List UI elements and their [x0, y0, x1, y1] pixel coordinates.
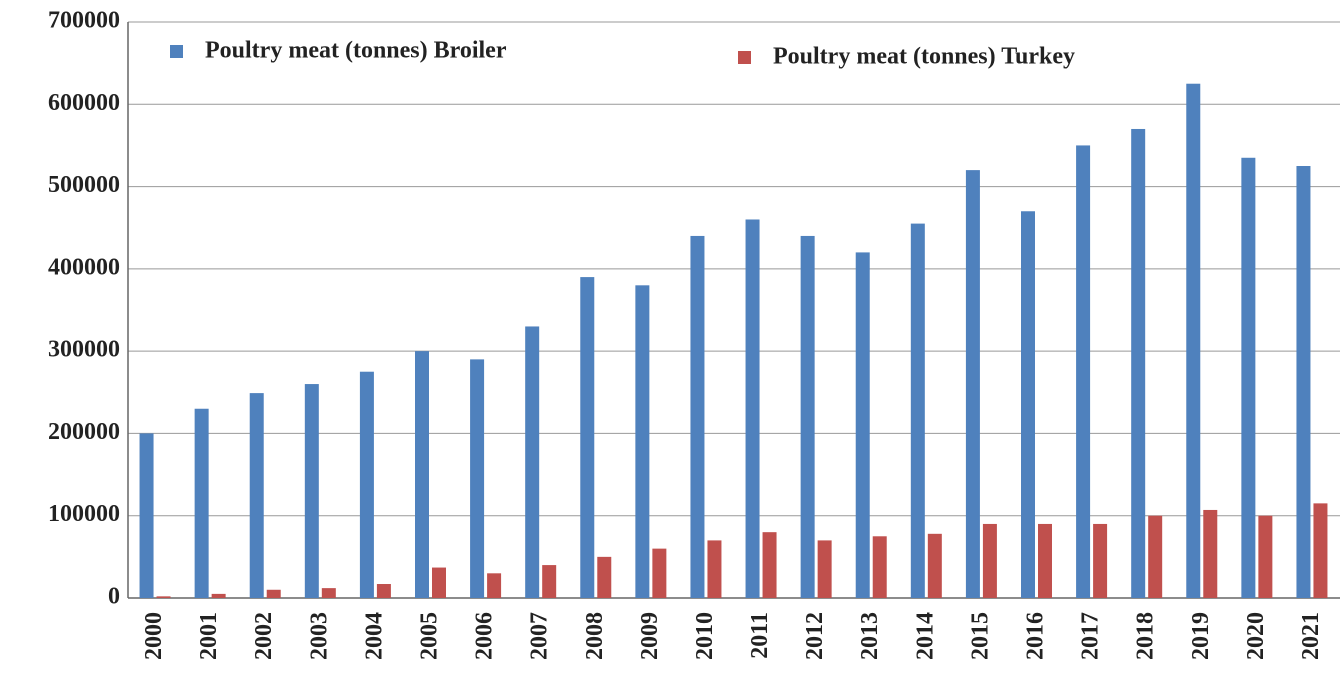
x-tick-label: 2011: [747, 612, 773, 659]
bar: [1148, 515, 1163, 598]
x-tick-label: 2017: [1078, 612, 1104, 660]
bar: [1203, 509, 1218, 598]
x-tick-label: 2012: [802, 612, 828, 660]
x-tick-label: 2001: [196, 612, 222, 660]
x-tick-label: 2008: [582, 612, 608, 660]
bar: [707, 540, 722, 598]
legend-label: Poultry meat (tonnes) Turkey: [773, 44, 1075, 70]
bar: [762, 532, 777, 598]
x-tick-label: 2010: [692, 612, 718, 660]
x-tick-label: 2004: [361, 612, 387, 660]
bar: [1258, 515, 1273, 598]
y-tick-label: 0: [108, 584, 120, 610]
bar: [982, 523, 997, 598]
x-tick-label: 2016: [1023, 612, 1049, 660]
bar: [525, 326, 540, 598]
x-tick-label: 2020: [1243, 612, 1269, 660]
bar: [965, 170, 980, 598]
y-tick-label: 300000: [48, 337, 120, 363]
bar: [487, 573, 502, 598]
x-tick-label: 2014: [912, 612, 938, 660]
bar: [855, 252, 870, 598]
bar: [1296, 166, 1311, 598]
bar: [211, 593, 226, 598]
y-tick-label: 700000: [48, 8, 120, 34]
bar: [194, 408, 209, 598]
bar: [910, 223, 925, 598]
x-tick-label: 2003: [306, 612, 332, 660]
y-tick-label: 100000: [48, 501, 120, 527]
x-tick-label: 2013: [857, 612, 883, 660]
x-tick-label: 2006: [472, 612, 498, 660]
bar: [359, 371, 374, 598]
bar: [745, 219, 760, 598]
bar: [1021, 211, 1035, 598]
x-tick-label: 2018: [1133, 612, 1159, 660]
bar: [1093, 523, 1108, 598]
bar: [1076, 145, 1091, 598]
bar: [470, 359, 485, 598]
y-tick-label: 500000: [48, 172, 120, 198]
y-tick-label: 200000: [48, 419, 120, 445]
x-tick-label: 2005: [417, 612, 443, 660]
bar: [690, 235, 705, 598]
bar: [432, 567, 446, 598]
bar: [580, 277, 595, 598]
bar: [304, 384, 319, 598]
bar: [597, 556, 612, 598]
bar: [1241, 157, 1256, 598]
x-tick-label: 2002: [251, 612, 277, 660]
bar: [376, 584, 391, 598]
bar: [1186, 83, 1201, 598]
y-tick-label: 600000: [48, 90, 120, 116]
x-tick-label: 2019: [1188, 612, 1214, 660]
bar: [817, 540, 832, 598]
bar: [1313, 503, 1328, 598]
bar: [156, 596, 171, 598]
bar: [635, 285, 650, 598]
bar: [321, 588, 336, 598]
bar: [927, 533, 942, 598]
bar: [1131, 128, 1146, 598]
bar: [266, 589, 281, 598]
bar: [1038, 523, 1052, 598]
x-tick-label: 2009: [637, 612, 663, 660]
bar: [542, 565, 557, 598]
legend-swatch: [170, 45, 183, 58]
bar: [872, 536, 887, 598]
legend-swatch: [738, 51, 751, 64]
bar: [652, 548, 667, 598]
x-tick-label: 2000: [141, 612, 167, 660]
x-tick-label: 2021: [1298, 612, 1324, 660]
bar: [249, 393, 264, 598]
x-tick-label: 2007: [527, 612, 553, 660]
x-tick-label: 2015: [967, 612, 993, 660]
bar: [800, 235, 815, 598]
y-tick-label: 400000: [48, 254, 120, 280]
bar: [139, 433, 154, 598]
legend-label: Poultry meat (tonnes) Broiler: [205, 38, 507, 64]
bar: [415, 351, 429, 598]
